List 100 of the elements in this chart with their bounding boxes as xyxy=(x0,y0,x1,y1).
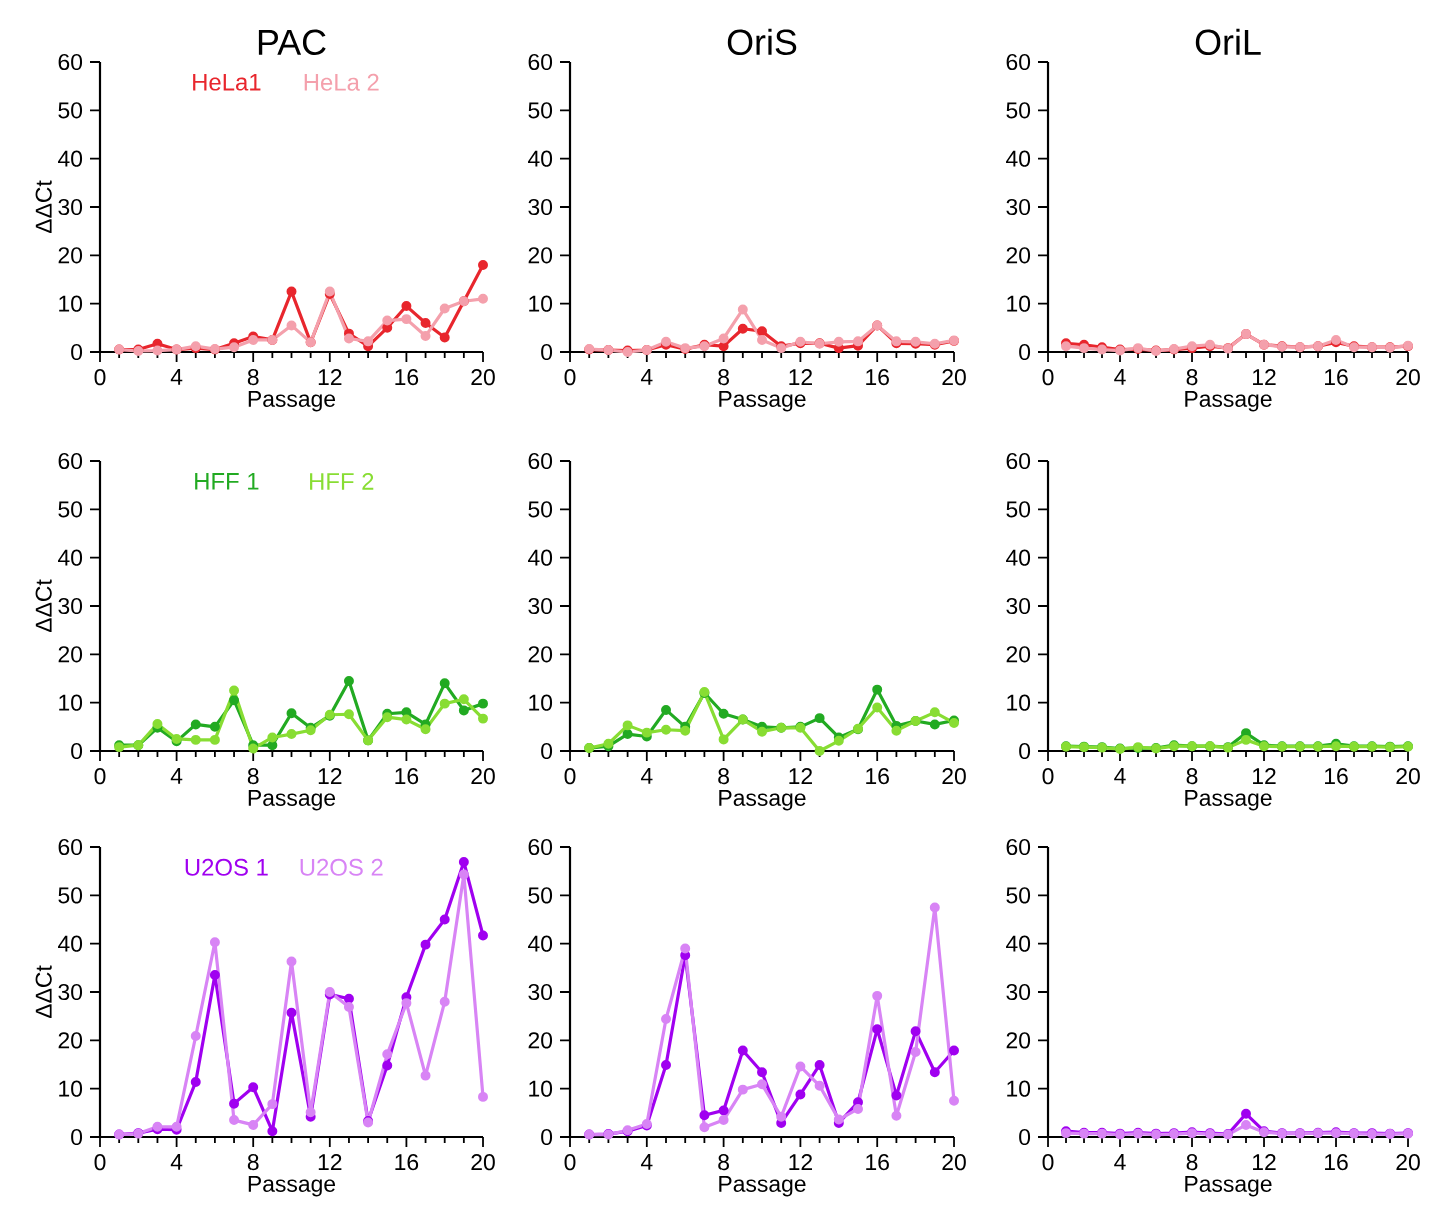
y-tick-label: 10 xyxy=(529,694,553,711)
x-tick-label: 4 xyxy=(640,1154,653,1170)
y-tick-label: 60 xyxy=(528,53,553,71)
y-tick-label: 20 xyxy=(528,247,553,264)
y-tick-label: 30 xyxy=(528,983,553,1001)
x-tick-label: 4 xyxy=(1114,768,1126,784)
y-tick-label: 20 xyxy=(528,646,553,663)
x-tick-label: 20 xyxy=(942,369,966,386)
y-tick-label: 0 xyxy=(541,1128,553,1146)
y-tick-label: 20 xyxy=(58,646,83,663)
y-tick-label: 20 xyxy=(1006,646,1031,663)
x-tick-label: 20 xyxy=(1396,369,1420,386)
x-tick-label: 16 xyxy=(1325,1154,1348,1171)
y-tick-label: 40 xyxy=(58,549,83,566)
y-tick-label: 40 xyxy=(58,935,83,952)
x-tick-label: 16 xyxy=(1325,369,1348,386)
x-tick-label: 4 xyxy=(170,369,183,385)
y-tick-label: 60 xyxy=(528,452,553,470)
y-tick-label: 40 xyxy=(528,150,553,167)
y-tick-label: 50 xyxy=(528,501,553,518)
x-tick-label: 12 xyxy=(1253,369,1276,386)
text: HFF 1 xyxy=(195,473,259,490)
y-tick-label: 30 xyxy=(58,597,83,615)
x-axis-title: Passage xyxy=(719,390,806,412)
x-tick-label: 16 xyxy=(1325,768,1348,785)
x-tick-label: 0 xyxy=(1042,369,1054,386)
x-tick-label: 16 xyxy=(395,369,419,386)
y-tick-label: 30 xyxy=(58,198,83,216)
x-axis-title: Passage xyxy=(719,789,806,811)
x-tick-label: 4 xyxy=(170,1154,183,1170)
y-tick-label: 40 xyxy=(1006,549,1031,566)
x-tick-label: 20 xyxy=(1396,1154,1420,1171)
x-tick-label: 12 xyxy=(789,768,812,785)
x-tick-label: 4 xyxy=(640,369,653,385)
y-tick-label: 30 xyxy=(1006,983,1031,1001)
y-tick-label: 30 xyxy=(1006,198,1031,216)
text: HeLa1 xyxy=(193,73,261,91)
x-tick-label: 16 xyxy=(866,768,889,785)
x-tick-label: 4 xyxy=(170,768,183,784)
x-tick-label: 8 xyxy=(247,768,259,785)
y-tick-label: 50 xyxy=(1006,887,1031,904)
x-tick-label: 4 xyxy=(1114,369,1126,385)
y-tick-label: 10 xyxy=(59,694,83,711)
y-tick-label: 60 xyxy=(1006,452,1031,470)
x-tick-label: 12 xyxy=(318,369,342,386)
chart-title: PAC xyxy=(258,29,326,55)
y-tick-label: 50 xyxy=(1006,501,1031,518)
x-tick-label: 20 xyxy=(471,768,495,785)
text: HFF 2 xyxy=(310,472,374,490)
x-tick-label: 20 xyxy=(942,1154,966,1171)
y-tick-label: 10 xyxy=(529,295,553,312)
y-tick-label: 50 xyxy=(528,102,553,119)
y-tick-label: 20 xyxy=(58,1032,83,1049)
y-tick-label: 0 xyxy=(71,1128,83,1146)
y-tick-label: 60 xyxy=(1006,53,1031,71)
y-tick-label: 20 xyxy=(528,1032,553,1049)
x-tick-label: 16 xyxy=(395,768,419,785)
y-tick-label: 0 xyxy=(1019,1128,1031,1146)
x-tick-label: 8 xyxy=(1186,369,1198,386)
x-tick-label: 20 xyxy=(942,768,966,785)
x-tick-label: 4 xyxy=(640,768,653,784)
y-tick-label: 10 xyxy=(1007,694,1031,711)
x-tick-label: 12 xyxy=(1253,768,1276,785)
x-axis-title: Passage xyxy=(248,789,336,811)
y-tick-label: 40 xyxy=(528,935,553,952)
x-tick-label: 12 xyxy=(1253,1154,1276,1171)
y-tick-label: 50 xyxy=(58,501,83,518)
x-tick-label: 8 xyxy=(1186,768,1198,785)
x-tick-label: 8 xyxy=(1186,1154,1198,1171)
y-tick-label: 60 xyxy=(58,838,83,856)
y-tick-label: 0 xyxy=(541,343,553,361)
y-tick-label: 50 xyxy=(58,887,83,904)
x-tick-label: 0 xyxy=(564,768,576,785)
y-tick-label: 60 xyxy=(58,452,83,470)
x-tick-label: 12 xyxy=(318,1154,342,1171)
x-tick-label: 16 xyxy=(395,1154,419,1171)
y-tick-label: 10 xyxy=(59,1080,83,1097)
y-tick-label: 60 xyxy=(1006,838,1031,856)
x-tick-label: 8 xyxy=(247,369,259,386)
x-tick-label: 0 xyxy=(94,1154,106,1171)
y-tick-label: 20 xyxy=(1006,1032,1031,1049)
y-tick-label: 10 xyxy=(1007,1080,1031,1097)
y-tick-label: 40 xyxy=(58,150,83,167)
y-tick-label: 40 xyxy=(1006,935,1031,952)
y-tick-label: 30 xyxy=(528,597,553,615)
y-tick-label: 40 xyxy=(528,549,553,566)
x-tick-label: 0 xyxy=(94,768,106,785)
x-axis-title: Passage xyxy=(248,1175,336,1197)
y-tick-label: 20 xyxy=(58,247,83,264)
chart-title: OriS xyxy=(727,28,797,55)
y-tick-label: 30 xyxy=(58,983,83,1001)
y-tick-label: 30 xyxy=(528,198,553,216)
y-axis-title: ΔΔCt xyxy=(35,965,52,1019)
x-tick-label: 0 xyxy=(1042,768,1054,785)
x-tick-label: 0 xyxy=(1042,1154,1054,1171)
y-tick-label: 0 xyxy=(1019,343,1031,361)
y-tick-label: 50 xyxy=(58,102,83,119)
x-tick-label: 12 xyxy=(789,1154,812,1171)
x-tick-label: 20 xyxy=(471,1154,495,1171)
y-tick-label: 60 xyxy=(528,838,553,856)
